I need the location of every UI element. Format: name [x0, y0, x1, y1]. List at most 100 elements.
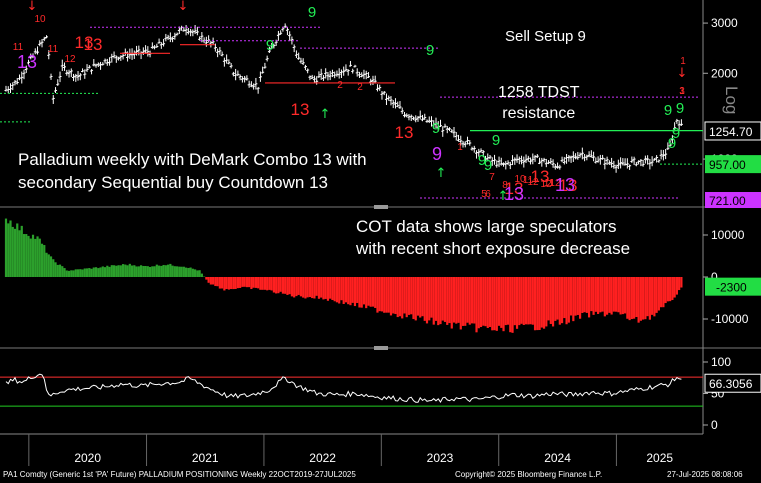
cot-bar	[135, 266, 138, 277]
cot-bar	[369, 277, 372, 307]
cot-bar	[547, 277, 550, 321]
td-arrow-label: ↑	[498, 189, 509, 204]
cot-annotation: COT data shows large speculators with re…	[356, 216, 630, 260]
cot-bar	[27, 235, 30, 277]
cot-bar	[441, 277, 444, 321]
cot-bar	[596, 277, 600, 314]
cot-bar	[605, 277, 609, 315]
cot-bar	[531, 277, 534, 325]
cot-bar	[542, 277, 546, 329]
cot-bar	[421, 277, 424, 317]
cot-bar	[18, 230, 21, 277]
indicator-line	[5, 373, 682, 403]
cot-bar	[97, 268, 100, 277]
cot-bar	[360, 277, 363, 308]
cot-bar	[108, 266, 111, 277]
x-tick-label: 2021	[192, 451, 219, 465]
cot-bar	[644, 277, 647, 320]
cot-bar	[574, 277, 577, 316]
cot-bar	[191, 268, 194, 277]
x-tick-label: 2022	[309, 451, 336, 465]
cot-bar	[419, 277, 422, 318]
cot-bar	[365, 277, 368, 309]
cot-bar	[389, 277, 393, 316]
cot-bar	[178, 266, 181, 277]
td-arrow-label: ↓	[677, 66, 688, 81]
cot-bar	[428, 277, 431, 321]
cot-bar	[56, 264, 59, 277]
cot-bar	[263, 277, 267, 290]
tdst-annotation-line-2: resistance	[502, 105, 576, 122]
cot-bar	[459, 277, 462, 330]
cot-bar	[250, 277, 253, 290]
main-annotation: Palladium weekly with DeMark Combo 13 wi…	[18, 148, 367, 194]
td-countdown-label: 11	[544, 178, 555, 189]
cot-bar	[376, 277, 379, 313]
cot-bar	[70, 270, 73, 277]
cot-bar	[425, 277, 429, 324]
panel-resize-handle	[374, 205, 388, 209]
cot-bar	[333, 277, 336, 302]
cot-bar	[678, 277, 681, 291]
cot-bar	[248, 277, 251, 288]
cot-bar	[194, 269, 197, 277]
cot-bar	[76, 269, 80, 277]
td-countdown-label: 2	[337, 80, 343, 91]
cot-bar	[416, 277, 420, 316]
cot-bar	[88, 268, 91, 277]
price-y-tick-label: 3000	[711, 16, 738, 30]
cot-bar	[624, 277, 627, 314]
cot-bar	[351, 277, 354, 303]
cot-bar	[272, 277, 276, 293]
cot-bar	[488, 277, 492, 327]
x-tick-label: 2024	[544, 451, 571, 465]
cot-bar	[675, 277, 678, 295]
cot-bar	[358, 277, 361, 308]
td-magenta-label: 13	[17, 52, 37, 72]
cot-bar	[245, 277, 248, 288]
cot-bar	[49, 256, 53, 277]
cot-bar	[252, 277, 255, 288]
cot-bar	[221, 277, 224, 289]
cot-bar	[157, 265, 161, 277]
cot-bar	[275, 277, 278, 294]
cot-bar	[99, 267, 102, 277]
cot-bar	[648, 277, 651, 320]
cot-bar	[322, 277, 325, 300]
td-countdown-label: 12	[540, 179, 552, 190]
cot-bar	[259, 277, 262, 290]
low-price-value: 721.00	[709, 194, 746, 208]
cot-bar	[63, 268, 66, 277]
x-tick-label: 2020	[74, 451, 101, 465]
cot-bar	[142, 265, 145, 277]
cot-bar	[243, 277, 246, 287]
cot-bar	[633, 277, 636, 319]
cot-bar	[196, 270, 199, 277]
td-setup-label: 9	[266, 37, 274, 54]
td-setup-label: 9	[668, 135, 676, 152]
cot-bar	[680, 277, 683, 288]
cot-last-tag	[705, 277, 761, 296]
cot-bar	[239, 277, 242, 288]
cot-bar	[610, 277, 613, 315]
cot-bar	[133, 265, 136, 277]
cot-bar	[380, 277, 384, 312]
cot-last-value: -2300	[716, 281, 747, 295]
cot-bar	[137, 266, 140, 277]
td-countdown-label: 2	[357, 82, 363, 93]
cot-bar	[344, 277, 348, 303]
cot-bar	[446, 277, 449, 325]
cot-bar	[223, 277, 226, 291]
cot-bar	[216, 277, 219, 287]
tdst-annotation: 1258 TDST resistance	[498, 82, 580, 124]
cot-y-tick-label: 0	[711, 270, 718, 284]
cot-bar	[511, 277, 514, 333]
footer-ticker: PA1 Comdty (Generic 1st 'PA' Future) PAL…	[3, 470, 356, 479]
cot-bar	[281, 277, 285, 294]
cot-bar	[279, 277, 282, 292]
td-setup-label: 3	[679, 86, 685, 97]
cot-bar	[155, 264, 158, 277]
cot-bar	[545, 277, 548, 327]
cot-bar	[410, 277, 413, 315]
